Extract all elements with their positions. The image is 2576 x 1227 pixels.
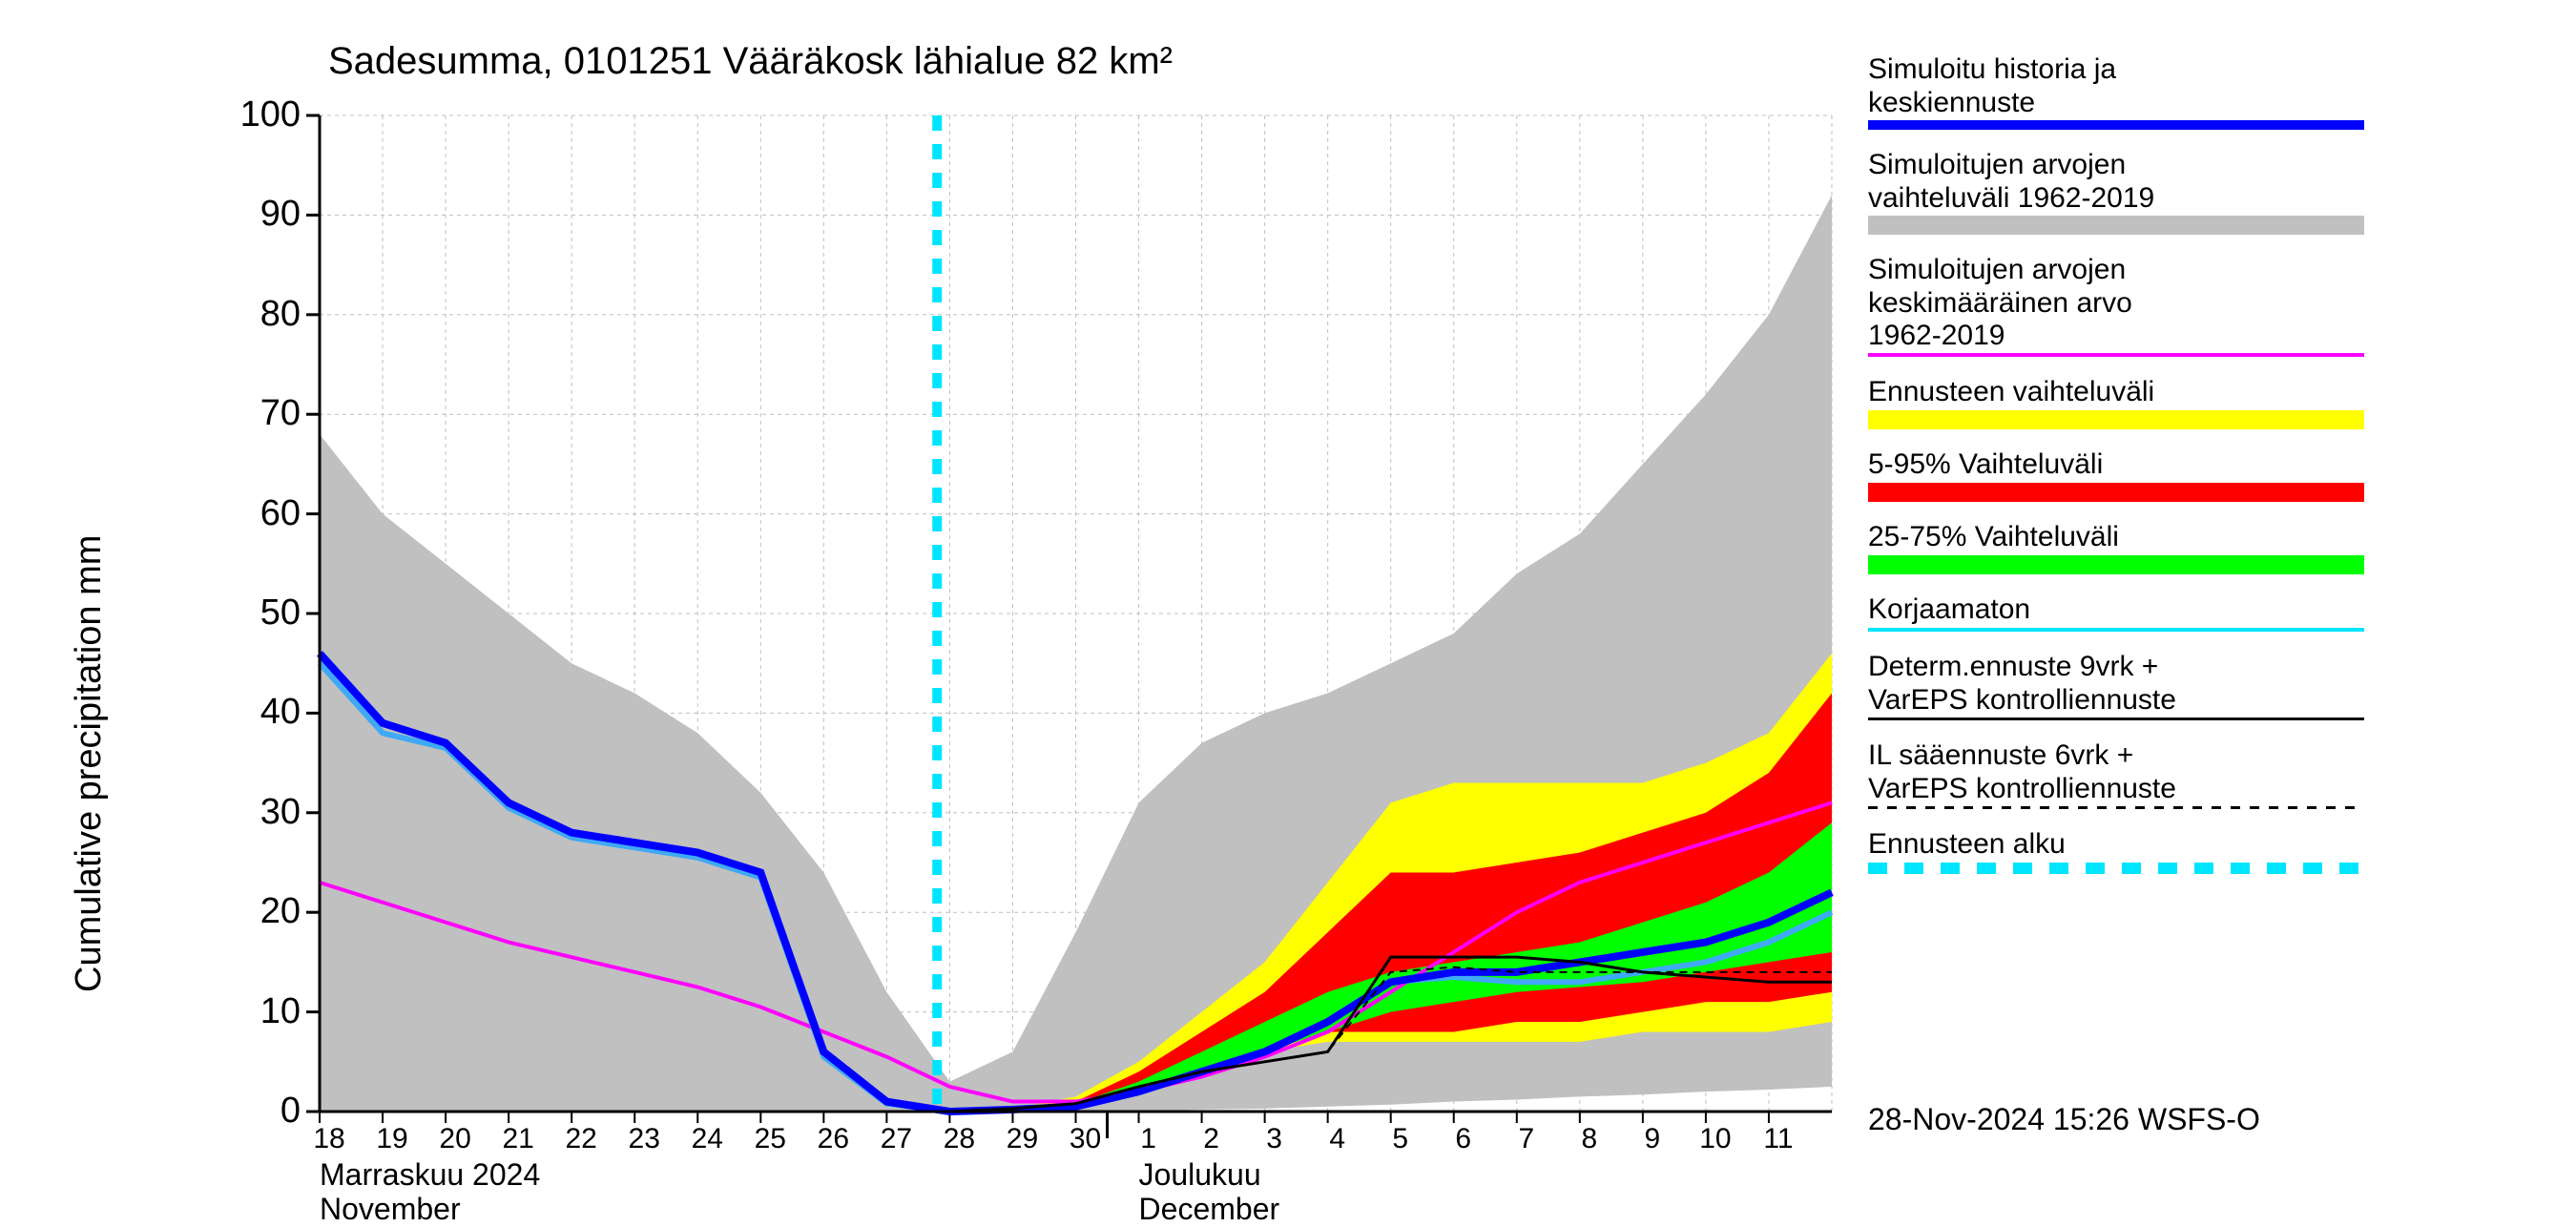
x-tick-label: 2: [1183, 1123, 1240, 1155]
month-label-en: December: [1139, 1192, 1280, 1227]
legend-label: Ennusteen alku: [1868, 828, 2364, 862]
legend-label: Korjaamaton: [1868, 593, 2364, 627]
legend-label: 5-95% Vaihteluväli: [1868, 448, 2364, 482]
legend-entry: 25-75% Vaihteluväli: [1868, 521, 2364, 554]
x-tick-label: 19: [364, 1123, 421, 1155]
y-tick-label: 90: [215, 194, 301, 235]
x-tick-label: 28: [930, 1123, 987, 1155]
legend-label: Simuloitujen arvojen: [1868, 149, 2364, 182]
x-tick-label: 4: [1309, 1123, 1366, 1155]
legend-entry: Simuloitujen arvojenkeskimääräinen arvo …: [1868, 254, 2364, 353]
legend-entry: Simuloitujen arvojenvaihteluväli 1962-20…: [1868, 149, 2364, 215]
y-tick-label: 100: [215, 94, 301, 135]
legend-swatch: [1868, 216, 2364, 235]
x-tick-label: 20: [426, 1123, 484, 1155]
legend-entry: Ennusteen vaihteluväli: [1868, 376, 2364, 409]
legend-swatch: [1868, 717, 2364, 720]
month-label-en: November: [320, 1192, 461, 1227]
x-tick-label: 24: [678, 1123, 736, 1155]
legend-entry: Determ.ennuste 9vrk +VarEPS kontrollienn…: [1868, 651, 2364, 717]
y-tick-label: 80: [215, 294, 301, 335]
legend-label: Determ.ennuste 9vrk +: [1868, 651, 2364, 684]
legend-swatch: [1868, 120, 2364, 130]
x-tick-label: 23: [615, 1123, 673, 1155]
legend-entry: Simuloitu historia jakeskiennuste: [1868, 53, 2364, 119]
legend-entry: IL sääennuste 6vrk + VarEPS kontrollienn…: [1868, 739, 2364, 805]
legend-swatch: [1868, 410, 2364, 429]
chart-title: Sadesumma, 0101251 Vääräkosk lähialue 82…: [328, 40, 1173, 83]
legend-swatch: [1868, 863, 2364, 874]
x-tick-label: 10: [1687, 1123, 1744, 1155]
y-tick-label: 0: [215, 1091, 301, 1132]
legend-swatch: [1868, 555, 2364, 574]
legend-label: 1962-2019: [1868, 320, 2364, 353]
legend-swatch: [1868, 806, 2364, 809]
legend-label: keskiennuste: [1868, 87, 2364, 120]
legend-entry: Korjaamaton: [1868, 593, 2364, 627]
legend-label: Simuloitujen arvojen: [1868, 254, 2364, 287]
month-label-fi: Marraskuu 2024: [320, 1157, 540, 1193]
month-label-fi: Joulukuu: [1139, 1157, 1261, 1193]
y-tick-label: 50: [215, 593, 301, 634]
y-tick-label: 60: [215, 493, 301, 534]
timestamp: 28-Nov-2024 15:26 WSFS-O: [1868, 1102, 2260, 1137]
x-tick-label: 11: [1750, 1123, 1807, 1155]
x-tick-label: 1: [1120, 1123, 1177, 1155]
legend-swatch: [1868, 353, 2364, 357]
y-tick-label: 70: [215, 393, 301, 434]
legend-label: IL sääennuste 6vrk +: [1868, 739, 2364, 773]
legend-swatch: [1868, 483, 2364, 502]
x-tick-label: 6: [1435, 1123, 1492, 1155]
x-tick-label: 9: [1624, 1123, 1681, 1155]
legend-swatch: [1868, 628, 2364, 632]
x-tick-label: 25: [741, 1123, 799, 1155]
x-tick-label: 21: [489, 1123, 547, 1155]
x-tick-label: 26: [804, 1123, 862, 1155]
x-tick-label: 27: [867, 1123, 924, 1155]
legend-label: 25-75% Vaihteluväli: [1868, 521, 2364, 554]
legend-label: keskimääräinen arvo: [1868, 287, 2364, 321]
x-tick-label: 22: [552, 1123, 610, 1155]
x-tick-label: 18: [301, 1123, 358, 1155]
legend-entry: Ennusteen alku: [1868, 828, 2364, 862]
legend-label: Ennusteen vaihteluväli: [1868, 376, 2364, 409]
x-tick-label: 30: [1057, 1123, 1114, 1155]
legend-label: Simuloitu historia ja: [1868, 53, 2364, 87]
legend-entry: 5-95% Vaihteluväli: [1868, 448, 2364, 482]
x-tick-label: 3: [1246, 1123, 1303, 1155]
x-tick-label: 5: [1372, 1123, 1429, 1155]
y-tick-label: 30: [215, 792, 301, 833]
x-tick-label: 29: [993, 1123, 1050, 1155]
y-tick-label: 20: [215, 891, 301, 932]
y-axis-label: Cumulative precipitation mm: [69, 535, 110, 992]
x-tick-label: 8: [1561, 1123, 1618, 1155]
legend-label: VarEPS kontrolliennuste: [1868, 773, 2364, 806]
legend-label: VarEPS kontrolliennuste: [1868, 684, 2364, 717]
y-tick-label: 10: [215, 991, 301, 1032]
y-tick-label: 40: [215, 692, 301, 733]
x-tick-label: 7: [1498, 1123, 1555, 1155]
legend-label: vaihteluväli 1962-2019: [1868, 182, 2364, 216]
